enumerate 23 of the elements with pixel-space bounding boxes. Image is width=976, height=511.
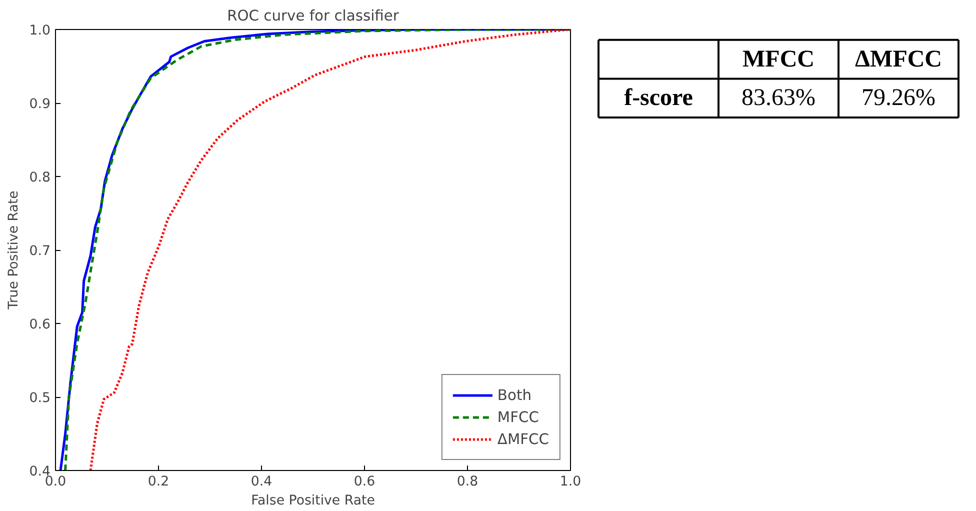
- text: 83.63%: [742, 85, 816, 112]
- category-label: f-score: [624, 85, 693, 112]
- x-tick-label: 0.8: [456, 474, 478, 490]
- category-label: ΔMFCC: [854, 46, 942, 72]
- y-tick-label: 0.7: [29, 244, 51, 259]
- y-tick-label: 0.6: [29, 318, 51, 332]
- y-tick-label: 1.0: [29, 24, 51, 38]
- y-tick-label: 0.8: [29, 170, 51, 186]
- legend-label: Both: [497, 386, 532, 404]
- category-label: MFCC: [742, 46, 814, 72]
- x-tick-label: 0.4: [250, 474, 272, 490]
- y-tick-label: 0.9: [29, 97, 51, 112]
- x-tick-label: 0.0: [44, 474, 66, 490]
- y-tick-label: 0.5: [29, 391, 51, 406]
- legend-label: ΔMFCC: [497, 430, 549, 448]
- x-tick-label: 0.6: [354, 474, 376, 490]
- y-axis-title: True Positive Rate: [6, 190, 22, 310]
- chart-title: ROC curve for classifier: [227, 8, 400, 24]
- x-tick-label: 0.2: [148, 474, 170, 490]
- text: 79.26%: [862, 85, 936, 112]
- x-axis-title: False Positive Rate: [251, 494, 375, 508]
- x-tick-label: 1.0: [560, 474, 582, 490]
- legend-label: MFCC: [497, 408, 539, 426]
